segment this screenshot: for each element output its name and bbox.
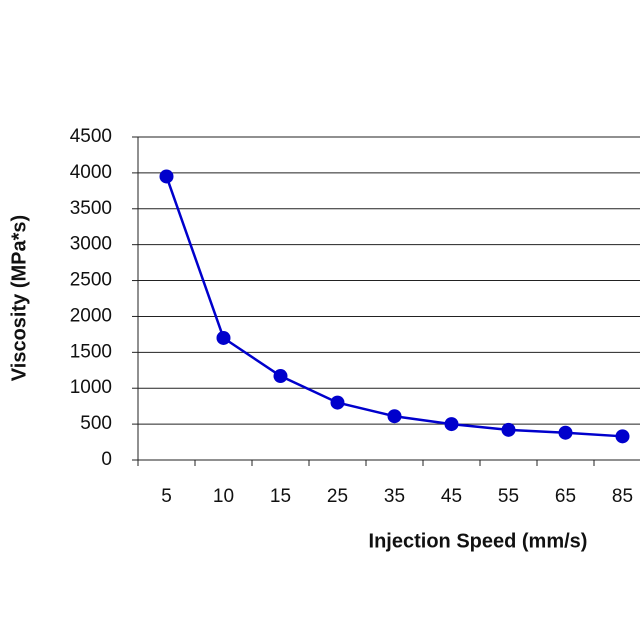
x-tick-label: 45 <box>441 486 462 507</box>
x-tick-label: 85 <box>612 486 633 507</box>
y-axis-title: Viscosity (MPa*s) <box>8 215 30 381</box>
x-tick-label: 25 <box>327 486 348 507</box>
data-point <box>444 417 459 432</box>
data-point <box>330 395 345 410</box>
y-tick-label: 1000 <box>70 377 112 398</box>
data-point <box>159 169 174 184</box>
x-tick-label: 10 <box>213 486 234 507</box>
y-tick-label: 500 <box>80 413 112 434</box>
data-point <box>387 409 402 424</box>
y-tick-label: 3000 <box>70 234 112 255</box>
x-tick-label: 35 <box>384 486 405 507</box>
y-tick-label: 3500 <box>70 198 112 219</box>
y-tick-label: 0 <box>101 449 112 470</box>
data-point <box>615 429 630 444</box>
y-tick-label: 2500 <box>70 270 112 291</box>
data-point <box>273 369 288 384</box>
y-tick-label: 4000 <box>70 162 112 183</box>
x-tick-label: 65 <box>555 486 576 507</box>
y-tick-label: 2000 <box>70 305 112 326</box>
x-tick-label: 5 <box>161 486 172 507</box>
data-line <box>165 176 623 438</box>
y-tick-label: 1500 <box>70 341 112 362</box>
x-axis-title: Injection Speed (mm/s) <box>369 530 588 552</box>
x-tick-label: 15 <box>270 486 291 507</box>
data-point <box>558 425 573 440</box>
y-tick-label: 4500 <box>70 126 112 147</box>
data-point <box>216 330 231 345</box>
x-tick-label: 55 <box>498 486 519 507</box>
data-point <box>501 422 516 437</box>
